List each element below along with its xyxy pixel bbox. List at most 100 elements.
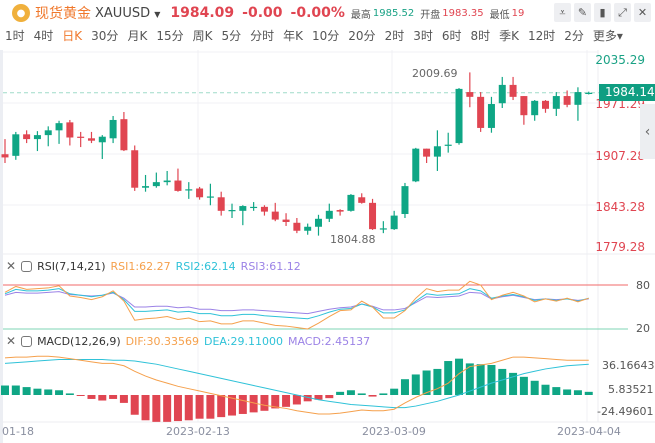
settings-icon[interactable] [21,335,33,347]
symbol-selector[interactable]: XAUUSD ▼ [95,6,160,21]
high-label: 最高 [350,9,371,21]
macd-bar [130,395,139,415]
rsi-legend: ✕ RSI(7,14,21) RSI1:62.27 RSI2:62.14 RSI… [6,259,301,273]
candle-body [542,100,549,109]
macd-bar [33,388,42,395]
open-value: 1983.35 [442,7,484,19]
macd-bar [552,387,561,395]
tab-timeframe[interactable]: 20分 [348,29,376,43]
tab-timeframe[interactable]: 2时 [384,29,405,43]
macd-bar [336,391,345,395]
macd-bar [141,395,150,421]
candle-body [304,226,312,231]
tab-timeframe[interactable]: 4时 [33,29,54,43]
macd-bar [433,368,442,395]
macd-bar [390,388,399,395]
rsi-name: RSI(7,14,21) [37,259,106,273]
candle-body [260,206,268,212]
date-label: 01-18 [2,425,34,438]
close-macd-icon[interactable]: ✕ [6,334,17,348]
macd-bar [325,395,334,399]
macd-bar [292,395,301,405]
tab-timeframe[interactable]: 周K [192,29,213,43]
price-change: -0.00 [242,5,283,21]
candle-body [163,180,171,183]
macd-bar [228,395,237,416]
macd-bar [249,395,258,413]
macd-axis-label: 36.16643 [602,359,655,372]
macd-bar [541,384,550,395]
tab-timeframe[interactable]: 5分 [221,29,242,43]
price-axis-label: 1907.28 [595,149,645,163]
expand-icon[interactable]: ⤢ [614,3,631,22]
price-axis-label: 1779.28 [595,240,645,254]
candle-body [217,197,225,211]
candle-body [228,210,236,212]
candle-body [196,188,204,198]
macd-bar [368,395,377,397]
macd-bar [22,387,31,395]
candle-body [585,92,593,94]
open-label: 开盘 [420,9,441,21]
candle-body [520,96,528,116]
tab-timeframe[interactable]: 3时 [413,29,433,43]
tab-timeframe[interactable]: 15分 [156,29,184,43]
macd-legend: ✕ MACD(12,26,9) DIF:30.33569 DEA:29.1100… [6,334,370,348]
tab-timeframe[interactable]: 12时 [528,29,556,43]
macd-bar [411,374,420,395]
collapse-panel-handle[interactable]: ‹ [640,104,655,159]
candle-body [23,134,31,140]
candle-body [174,180,182,191]
tab-timeframe[interactable]: 日K [62,29,83,43]
macd-bar [519,376,528,395]
price-axis-label: 1843.28 [595,200,645,214]
macd-bar [11,385,20,395]
candle-body [142,186,150,188]
macd-bar [465,363,474,395]
tab-timeframe[interactable]: 季K [499,29,519,43]
date-label: 2023-04-04 [557,425,621,438]
candle-body [87,138,95,141]
macd-bar [498,368,507,395]
tab-timeframe[interactable]: 月K [127,29,148,43]
tab-timeframe[interactable]: 1时 [5,29,25,43]
candlestick-icon[interactable]: ▮ [594,3,611,22]
tab-timeframe[interactable]: 2分 [564,29,584,43]
pencil-icon[interactable]: ✎ [574,3,591,22]
candle-body [77,136,85,138]
macd-bar [509,372,518,395]
high-value: 1985.52 [372,7,415,19]
close-icon[interactable]: ✕ [634,3,651,22]
rsi2-line [4,288,589,320]
tab-timeframe[interactable]: 6时 [441,29,462,43]
tab-timeframe[interactable]: 更多▾ [592,29,623,43]
dea-value: DEA:29.11000 [204,334,283,348]
macd-value: MACD:2.45137 [287,334,371,348]
settings-icon[interactable] [21,260,33,272]
macd-bar [400,379,409,395]
macd-bar [455,358,464,395]
macd-bar [206,395,215,419]
tab-timeframe[interactable]: 8时 [470,29,491,43]
macd-bar [357,393,366,395]
candle-body [466,92,474,97]
macd-bar [195,395,204,419]
gold-logo-icon: ● [12,4,30,22]
tab-timeframe[interactable]: 分时 [250,29,275,43]
rsi1-value: RSI1:62.27 [110,259,171,273]
candle-body [250,206,258,209]
high-annotation: 2009.69 [412,67,458,80]
low-value: 19 [511,7,525,19]
indicator-icon[interactable]: ⩡ [554,3,571,22]
candle-body [574,92,582,105]
tab-timeframe[interactable]: 30分 [91,29,119,43]
candle-body [369,202,377,230]
current-price-tag: 1984.14 [599,84,655,101]
tab-timeframe[interactable]: 10分 [312,29,340,43]
candle-body [109,119,117,139]
candle-body [271,211,279,220]
close-rsi-icon[interactable]: ✕ [6,259,17,273]
dif-value: DIF:30.33569 [125,334,199,348]
tab-timeframe[interactable]: 年K [283,29,303,43]
